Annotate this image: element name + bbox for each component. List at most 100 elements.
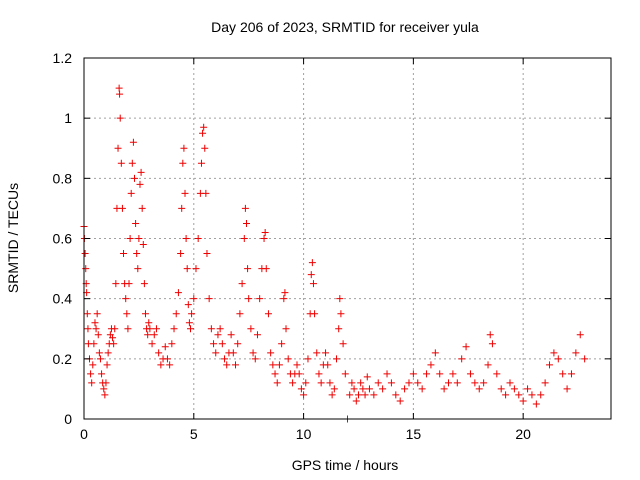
data-point	[581, 355, 589, 363]
data-point	[401, 385, 409, 393]
data-point	[205, 295, 213, 303]
data-point	[532, 400, 540, 408]
data-point	[576, 331, 584, 339]
data-point	[313, 349, 321, 357]
data-point	[181, 189, 189, 197]
data-point	[302, 379, 310, 387]
data-point	[346, 391, 354, 399]
data-point	[273, 379, 281, 387]
data-point	[214, 331, 222, 339]
data-point	[194, 235, 202, 242]
data-point	[174, 289, 182, 297]
data-point	[370, 391, 378, 399]
data-point	[178, 204, 186, 212]
data-point	[383, 370, 391, 378]
data-point	[218, 340, 226, 348]
data-point	[212, 349, 220, 357]
data-point	[405, 379, 413, 387]
data-point	[528, 391, 536, 399]
data-point	[179, 159, 187, 167]
data-point	[359, 385, 367, 393]
data-point	[236, 310, 244, 318]
data-point	[488, 340, 496, 348]
data-point	[309, 280, 317, 288]
y-tick-label: 0.8	[53, 170, 73, 186]
data-point	[229, 349, 237, 357]
data-point	[227, 331, 235, 339]
data-point	[289, 379, 297, 387]
data-point	[269, 361, 277, 369]
data-point	[96, 355, 104, 363]
data-point	[88, 379, 96, 387]
y-tick-label: 1	[64, 110, 72, 126]
x-tick-label: 10	[296, 426, 312, 442]
data-point	[510, 385, 518, 393]
data-point	[396, 397, 404, 405]
x-tick-label: 5	[190, 426, 198, 442]
data-point	[172, 310, 180, 318]
data-point	[297, 385, 305, 393]
data-point	[486, 331, 494, 339]
data-point	[90, 340, 98, 348]
data-point	[241, 204, 249, 212]
data-point	[352, 397, 360, 405]
data-point	[537, 391, 545, 399]
data-point	[249, 349, 257, 357]
data-point	[480, 379, 488, 387]
data-point	[524, 385, 532, 393]
data-point	[112, 280, 120, 288]
data-point	[484, 361, 492, 369]
data-point	[418, 385, 426, 393]
data-point	[138, 204, 146, 212]
data-point	[146, 325, 154, 333]
data-point	[337, 310, 345, 318]
data-point	[471, 379, 479, 387]
data-point	[118, 204, 126, 212]
data-point	[256, 295, 264, 303]
data-point	[261, 228, 269, 236]
data-point	[267, 349, 275, 357]
data-point	[182, 235, 190, 242]
y-tick-label: 0.6	[53, 231, 73, 247]
data-point	[431, 349, 439, 357]
data-point	[361, 391, 369, 399]
data-point	[244, 265, 252, 273]
data-point	[177, 250, 185, 258]
data-point	[155, 349, 163, 357]
data-point	[247, 325, 255, 333]
data-point	[497, 385, 505, 393]
data-point	[311, 310, 319, 318]
data-point	[335, 325, 343, 333]
data-point	[363, 373, 371, 381]
data-point	[251, 355, 259, 363]
data-point	[184, 301, 192, 309]
data-point	[519, 397, 527, 405]
data-point	[102, 379, 110, 387]
data-point	[131, 174, 139, 182]
data-point	[357, 379, 365, 387]
data-point	[185, 319, 193, 327]
data-point	[365, 385, 373, 393]
data-point	[221, 355, 229, 363]
data-point	[201, 144, 209, 152]
y-tick-label: 0.2	[53, 351, 73, 367]
data-point	[168, 340, 176, 348]
data-point	[190, 295, 198, 303]
data-point	[293, 361, 301, 369]
data-point	[103, 361, 111, 369]
data-point	[278, 340, 286, 348]
data-point	[95, 349, 103, 357]
data-point	[234, 340, 242, 348]
data-point	[104, 349, 112, 357]
data-point	[92, 325, 100, 333]
data-point	[567, 370, 575, 378]
data-point	[81, 250, 89, 258]
data-point	[240, 235, 248, 242]
data-point	[328, 391, 336, 399]
data-point	[333, 355, 341, 363]
data-point	[458, 355, 466, 363]
data-point	[207, 325, 215, 333]
data-point	[98, 370, 106, 378]
data-point	[324, 361, 332, 369]
data-point	[134, 265, 142, 273]
